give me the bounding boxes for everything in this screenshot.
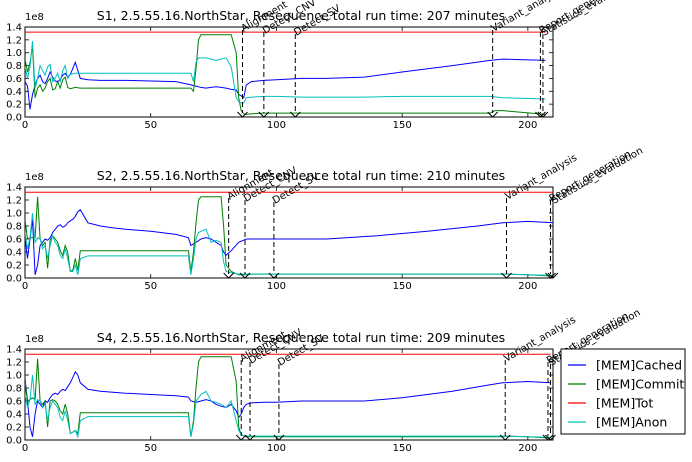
subplot-2: S2, 2.5.55.16.NorthStar, Resequence tota…: [6, 145, 645, 292]
annotation-arrow-head: [542, 434, 554, 441]
y-tick-label: 1.0: [6, 209, 22, 220]
x-tick-label: 50: [144, 443, 157, 454]
legend-box: [560, 348, 686, 435]
y-tick-label: 0.0: [6, 113, 22, 124]
y-tick-label: 0.2: [6, 100, 22, 111]
series-group: [25, 353, 551, 439]
y-tick-label: 0.8: [6, 384, 22, 395]
y-scale-label: 1e8: [25, 12, 44, 23]
y-tick-label: 0.4: [6, 87, 22, 98]
legend-label: [MEM]Anon: [596, 415, 667, 430]
y-tick-label: 0.6: [6, 235, 22, 246]
y-tick-label: 0.2: [6, 423, 22, 434]
y-tick-label: 1.2: [6, 196, 22, 207]
y-tick-label: 0.8: [6, 222, 22, 233]
y-tick-label: 1.0: [6, 48, 22, 59]
annotation-arrow-head: [545, 272, 556, 279]
chart-title: S2, 2.5.55.16.NorthStar, Resequence tota…: [97, 168, 505, 183]
annotation-arrow-head: [547, 272, 559, 279]
annotation-arrow-head: [499, 434, 511, 441]
plot-area: [24, 186, 554, 279]
legend-label: [MEM]Tot: [596, 396, 653, 411]
y-tick-label: 0.4: [6, 410, 22, 421]
series-line-anon: [25, 41, 546, 104]
x-tick-label: 50: [144, 281, 157, 292]
y-tick-label: 0.4: [6, 248, 22, 259]
annotation-arrow-head: [239, 272, 251, 279]
x-tick-label: 0: [22, 281, 28, 292]
annotation-arrow-head: [268, 272, 280, 279]
x-tick-label: 150: [393, 281, 412, 292]
y-tick-label: 0.8: [6, 61, 22, 72]
annotation-arrow-head: [273, 434, 285, 441]
annotation-arrow-head: [537, 111, 549, 118]
x-tick-label: 200: [518, 281, 537, 292]
annotation-arrow-head: [244, 434, 256, 441]
annotation-label: Statistics_evaluation: [550, 145, 645, 206]
annotation-arrow-head: [237, 111, 248, 118]
x-tick-label: 150: [393, 443, 412, 454]
legend-label: [MEM]Cached: [596, 358, 682, 373]
x-tick-label: 0: [22, 120, 28, 131]
y-tick-label: 1.2: [6, 358, 22, 369]
annotation-arrow-head: [501, 272, 512, 279]
annotation-arrow-head: [258, 111, 270, 118]
x-tick-label: 150: [393, 120, 412, 131]
y-tick-label: 0.6: [6, 397, 22, 408]
plot-area: [24, 26, 554, 118]
chart-title: S1, 2.5.55.16.NorthStar, Resequence tota…: [97, 8, 505, 23]
series-line-cached: [25, 370, 551, 437]
annotation-arrow-head: [545, 434, 556, 441]
series-line-commit: [25, 356, 551, 439]
legend-label: [MEM]Commit: [596, 377, 684, 392]
legend: [MEM]Cached [MEM]Commit [MEM]Tot [MEM]Anon: [560, 348, 686, 435]
y-tick-label: 0.0: [6, 274, 22, 285]
annotation-arrow-head: [289, 111, 301, 118]
annotation-arrow-head: [223, 272, 235, 279]
y-tick-label: 1.4: [6, 183, 22, 194]
plot-area: [24, 348, 554, 441]
subplot-1: S1, 2.5.55.16.NorthStar, Resequence tota…: [6, 0, 635, 131]
y-scale-label: 1e8: [25, 334, 44, 345]
x-tick-label: 100: [267, 281, 286, 292]
x-tick-label: 0: [22, 443, 28, 454]
annotation-arrow-head: [235, 434, 247, 441]
x-tick-label: 200: [518, 443, 537, 454]
x-tick-label: 100: [267, 120, 286, 131]
series-group: [25, 31, 546, 115]
subplot-3: S4, 2.5.55.16.NorthStar, Resequence tota…: [6, 307, 642, 454]
annotation-arrow-head: [535, 111, 546, 118]
y-tick-label: 1.4: [6, 345, 22, 356]
annotation-arrow-head: [487, 111, 499, 118]
y-tick-label: 1.0: [6, 371, 22, 382]
y-scale-label: 1e8: [25, 172, 44, 183]
series-line-commit: [25, 34, 546, 115]
series-line-cached: [25, 209, 553, 275]
y-tick-label: 1.2: [6, 35, 22, 46]
y-tick-label: 0.0: [6, 436, 22, 447]
series-line-cached: [25, 58, 546, 110]
series-line-anon: [25, 212, 553, 276]
series-line-anon: [25, 374, 551, 439]
y-tick-label: 0.2: [6, 261, 22, 272]
chart-title: S4, 2.5.55.16.NorthStar, Resequence tota…: [97, 330, 505, 345]
series-group: [25, 191, 553, 277]
y-tick-label: 0.6: [6, 74, 22, 85]
x-tick-label: 100: [267, 443, 286, 454]
x-tick-label: 50: [144, 120, 157, 131]
x-tick-label: 200: [518, 120, 537, 131]
y-tick-label: 1.4: [6, 23, 22, 34]
